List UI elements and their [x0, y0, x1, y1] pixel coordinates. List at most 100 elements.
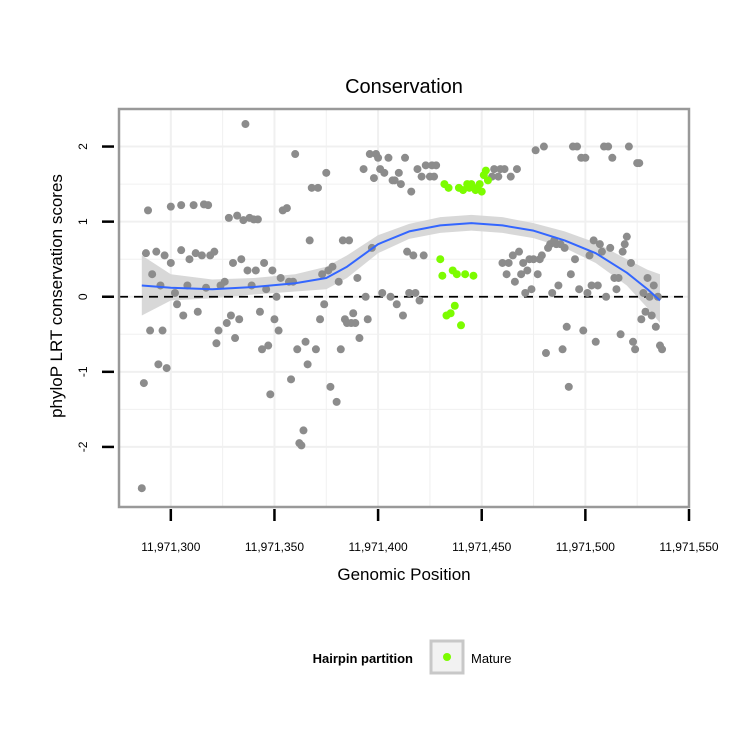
data-point-other — [349, 309, 358, 318]
data-point-other — [608, 153, 617, 162]
data-point-other — [316, 315, 325, 324]
data-point-other — [318, 270, 327, 279]
data-point-other — [262, 285, 271, 294]
data-point-other — [413, 165, 422, 174]
panel-border — [117, 107, 691, 509]
data-point-other — [405, 288, 414, 297]
data-point-other — [573, 142, 582, 151]
data-point-other — [154, 360, 163, 369]
data-point-other — [202, 283, 211, 292]
x-tick-label: 11,971,300 — [141, 540, 200, 554]
data-point-other — [253, 215, 262, 224]
data-point-other — [581, 153, 590, 162]
data-point-other — [276, 273, 285, 282]
data-point-other — [653, 292, 662, 301]
data-point-other — [173, 300, 182, 309]
data-point-other — [595, 240, 604, 249]
data-point-mature — [450, 301, 459, 310]
data-point-other — [158, 326, 167, 335]
data-point-other — [241, 120, 250, 129]
data-point-other — [160, 251, 169, 260]
data-point-other — [643, 273, 652, 282]
data-point-other — [647, 311, 656, 320]
data-point-other — [380, 168, 389, 177]
data-point-other — [193, 307, 202, 316]
data-point-other — [562, 322, 571, 331]
data-point-other — [558, 345, 567, 354]
data-point-other — [564, 382, 573, 391]
y-tick-label: 2 — [76, 143, 90, 150]
data-point-other — [179, 311, 188, 320]
data-point-other — [322, 168, 331, 177]
data-point-other — [247, 281, 256, 290]
data-point-other — [620, 240, 629, 249]
data-point-other — [398, 311, 407, 320]
data-point-other — [587, 281, 596, 290]
data-point-other — [606, 243, 615, 252]
data-point-other — [156, 281, 165, 290]
data-point-other — [177, 201, 186, 210]
data-point-other — [548, 288, 557, 297]
y-tick-label: -1 — [76, 366, 90, 377]
x-tick-label: 11,971,450 — [452, 540, 511, 554]
y-axis-title: phyloP LRT conservation scores — [47, 174, 66, 418]
data-point-other — [593, 281, 602, 290]
data-point-other — [210, 247, 219, 256]
data-point-other — [229, 258, 237, 267]
data-point-other — [162, 364, 171, 373]
data-point-other — [345, 236, 354, 245]
data-point-other — [631, 345, 640, 354]
data-point-other — [591, 337, 600, 346]
data-point-other — [409, 251, 418, 260]
data-point-other — [204, 201, 213, 210]
data-point-other — [264, 341, 273, 350]
data-point-other — [571, 255, 579, 264]
data-point-other — [430, 172, 439, 181]
data-point-other — [529, 255, 538, 264]
data-point-other — [363, 315, 372, 324]
data-point-other — [510, 277, 519, 286]
data-point-other — [268, 266, 277, 275]
data-point-mature — [461, 270, 470, 279]
data-point-other — [297, 441, 306, 450]
data-point-other — [622, 232, 631, 241]
data-point-other — [635, 159, 644, 168]
data-point-other — [361, 292, 370, 301]
data-point-other — [490, 165, 499, 174]
x-tick-label: 11,971,500 — [556, 540, 615, 554]
data-point-other — [392, 300, 401, 309]
legend-label-mature: Mature — [471, 651, 511, 666]
data-point-other — [515, 247, 524, 256]
data-point-other — [417, 172, 426, 181]
data-point-other — [374, 153, 383, 162]
data-point-other — [231, 334, 240, 343]
data-point-other — [629, 337, 638, 346]
data-point-other — [639, 288, 648, 297]
data-point-other — [336, 345, 345, 354]
data-point-other — [384, 153, 393, 162]
data-point-mature — [452, 270, 461, 279]
data-point-other — [494, 172, 503, 181]
data-point-other — [394, 168, 403, 177]
data-point-other — [359, 165, 368, 174]
data-point-other — [301, 337, 310, 346]
data-point-other — [589, 236, 598, 245]
data-point-other — [311, 345, 320, 354]
data-point-other — [602, 292, 611, 301]
data-point-other — [355, 334, 364, 343]
data-point-other — [137, 484, 146, 493]
x-tick-label: 11,971,350 — [245, 540, 304, 554]
data-point-mature — [477, 187, 486, 196]
data-point-other — [523, 266, 532, 275]
data-point-other — [401, 153, 410, 162]
data-point-other — [255, 307, 264, 316]
data-point-other — [313, 183, 322, 192]
data-point-other — [305, 236, 314, 245]
data-point-mature — [438, 271, 447, 280]
data-point-other — [604, 142, 613, 151]
data-point-other — [403, 247, 412, 256]
data-point-other — [369, 174, 378, 183]
data-point-other — [146, 326, 155, 335]
plot-panel — [117, 107, 691, 509]
